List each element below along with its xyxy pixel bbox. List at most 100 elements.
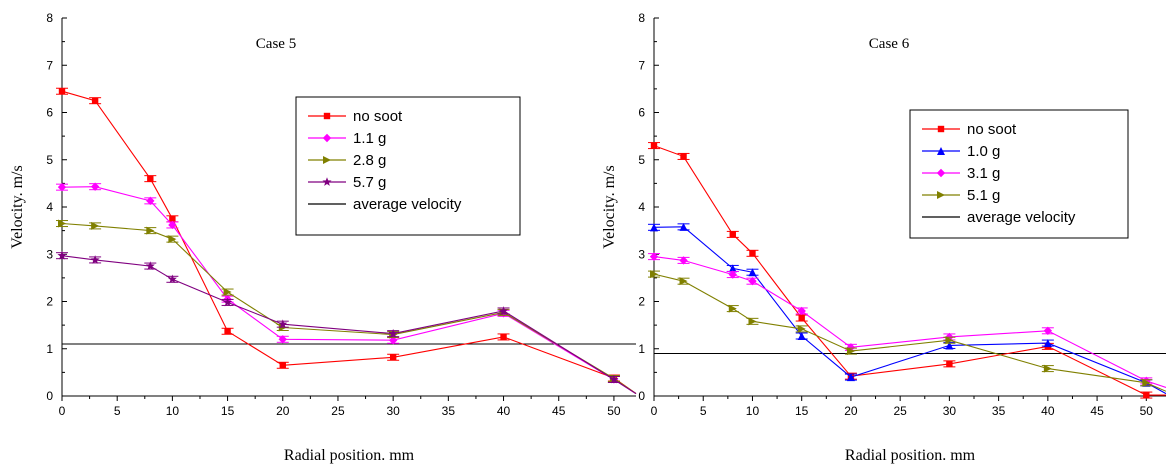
legend-marker: [936, 168, 946, 178]
x-tick-label: 35: [442, 404, 456, 418]
x-tick-label: 15: [795, 404, 809, 418]
data-point: [58, 88, 66, 95]
data-point: [728, 304, 737, 313]
x-tick-label: 5: [700, 404, 707, 418]
data-point: [846, 373, 855, 382]
legend-entry: no soot: [967, 121, 1017, 138]
y-tick-label: 3: [638, 247, 645, 261]
data-point: [500, 333, 507, 341]
y-tick-label: 0: [638, 389, 645, 403]
data-point: [388, 328, 398, 338]
y-tick-label: 7: [46, 58, 53, 72]
data-point: [147, 175, 154, 182]
data-point: [91, 221, 100, 230]
legend-entry: 5.1 g: [967, 187, 1000, 204]
y-axis-label: Velocity. m/s: [9, 165, 26, 248]
data-point: [90, 255, 100, 264]
data-point: [223, 297, 233, 307]
data-point: [797, 306, 806, 316]
legend-marker: [937, 191, 945, 199]
data-point: [846, 343, 856, 352]
data-point: [1043, 339, 1052, 348]
x-tick-label: 30: [943, 404, 957, 418]
data-point: [169, 215, 176, 223]
x-tick-label: 50: [607, 404, 621, 418]
x-tick-label: 0: [59, 404, 66, 418]
series-line: [653, 256, 1166, 389]
data-point: [946, 360, 953, 368]
data-point: [748, 317, 757, 326]
y-tick-label: 2: [638, 295, 645, 309]
legend-entry: 3.1 g: [967, 165, 1000, 182]
x-tick-label: 45: [1090, 404, 1104, 418]
data-point: [650, 223, 658, 232]
y-tick-label: 2: [46, 295, 53, 309]
series-line: [61, 222, 637, 395]
data-point: [945, 341, 954, 350]
data-point: [748, 268, 757, 277]
data-point: [798, 314, 805, 322]
data-point: [57, 182, 67, 192]
legend-box: [295, 96, 521, 236]
data-point: [91, 97, 99, 104]
data-point: [90, 182, 100, 191]
legend-entry: 5.7 g: [353, 174, 386, 191]
y-tick-label: 6: [638, 106, 645, 120]
data-point: [729, 231, 736, 238]
x-axis-label: Radial position. mm: [284, 447, 415, 464]
legend-marker: [323, 156, 331, 164]
data-point: [167, 274, 177, 284]
data-point: [749, 250, 756, 257]
y-tick-label: 6: [46, 106, 53, 120]
x-tick-label: 50: [1140, 404, 1154, 418]
x-tick-label: 40: [497, 404, 511, 418]
y-axis-label: Velocity. m/s: [601, 165, 618, 248]
data-point: [146, 196, 155, 206]
data-point: [168, 235, 177, 244]
chart-title: Case 5: [256, 36, 296, 52]
data-point: [728, 264, 737, 273]
legend-marker: [322, 177, 332, 186]
data-point: [679, 256, 688, 265]
data-point: [1143, 391, 1150, 399]
x-tick-label: 20: [276, 404, 290, 418]
x-tick-label: 35: [992, 404, 1006, 418]
data-point: [728, 270, 737, 279]
data-point: [279, 362, 286, 369]
data-point: [649, 252, 659, 261]
data-point: [1142, 378, 1151, 387]
y-tick-label: 7: [638, 58, 645, 72]
data-point: [146, 226, 155, 235]
data-point: [797, 324, 806, 333]
legend-marker: [937, 125, 945, 133]
data-point: [846, 347, 855, 356]
legend-entry: 1.1 g: [353, 130, 386, 147]
y-tick-label: 0: [46, 389, 53, 403]
data-point: [224, 328, 231, 335]
data-point: [650, 142, 658, 149]
x-tick-label: 30: [386, 404, 400, 418]
data-point: [58, 219, 66, 228]
y-tick-label: 1: [638, 342, 645, 356]
data-point: [650, 270, 658, 279]
x-tick-label: 40: [1041, 404, 1055, 418]
data-point: [389, 354, 397, 361]
data-point: [797, 331, 806, 340]
data-point: [679, 277, 688, 286]
x-tick-label: 25: [893, 404, 907, 418]
data-point: [1043, 364, 1052, 373]
data-point: [388, 336, 398, 345]
data-point: [680, 153, 687, 160]
chart-title: Case 6: [869, 36, 910, 52]
x-tick-label: 15: [221, 404, 235, 418]
x-tick-label: 20: [844, 404, 858, 418]
series-line: [61, 186, 637, 395]
y-tick-label: 1: [46, 342, 53, 356]
series-line: [653, 273, 1166, 392]
series-line: [61, 90, 637, 395]
data-point: [1043, 326, 1053, 335]
series-line: [653, 145, 1166, 396]
